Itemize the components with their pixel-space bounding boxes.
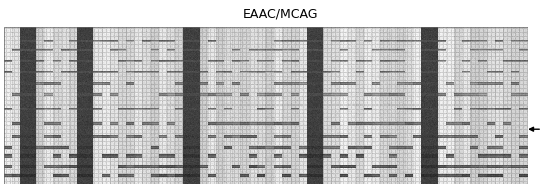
Text: EAAC/MCAG: EAAC/MCAG [242,8,318,21]
